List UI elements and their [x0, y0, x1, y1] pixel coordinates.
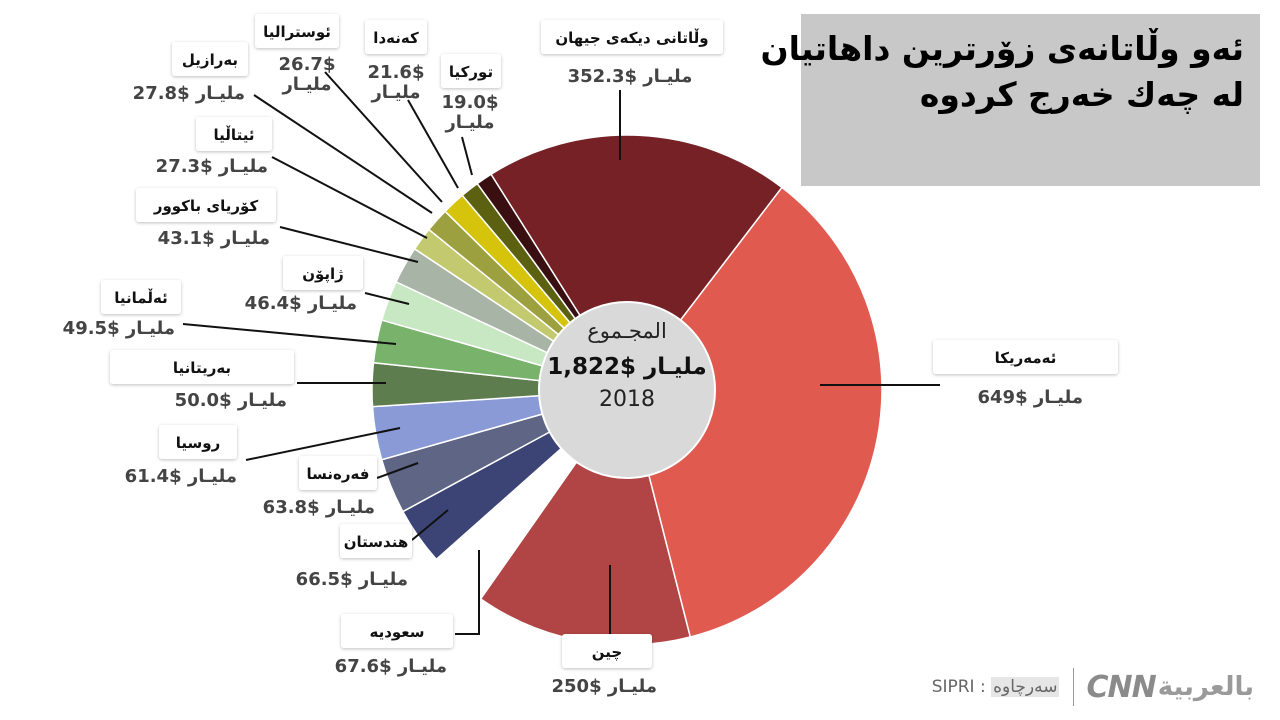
slice-name-10: ئيتاڵيا: [214, 125, 255, 144]
leader-line-7: [182, 323, 397, 345]
source-value: SIPRI :: [931, 677, 986, 697]
slice-name-7: ئەڵمانيا: [114, 288, 167, 307]
arabic-logo: بالعربية: [1157, 672, 1254, 702]
label-box-1: [562, 634, 652, 668]
label-box-8: [283, 256, 363, 290]
slice-value-1: 250$ مليـار: [552, 676, 658, 697]
center-year: 2018: [599, 387, 655, 412]
slice-value-2: 67.6$ مليـار: [335, 656, 447, 677]
slice-value-8: 46.4$ مليـار: [245, 293, 357, 314]
leader-line-5: [245, 427, 401, 461]
center-total: 1,822$ مليـار: [547, 354, 707, 380]
center-circle: [538, 301, 716, 479]
title-line-2: لە چەك خەرج كردوە: [919, 75, 1244, 114]
label-box-4: [299, 456, 377, 490]
label-box-7: [101, 280, 181, 314]
slice-name-4: فەرەنسا: [307, 465, 370, 483]
slice-value-6: 50.0$ مليـار: [175, 390, 287, 411]
footer-divider: [1073, 668, 1075, 706]
label-box-14: [441, 54, 501, 88]
slice-name-2: سعوديه: [369, 623, 424, 641]
slice-value-13: 21.6$ مليـار: [368, 62, 425, 103]
leader-line-8: [364, 292, 410, 305]
label-box-0: [933, 340, 1118, 374]
source-label: سەرچاوە: [991, 677, 1060, 697]
slice-name-1: چين: [592, 643, 622, 662]
pie-slice-15: [490, 134, 783, 392]
slice-name-5: روسيا: [176, 434, 220, 452]
slice-name-15: وڵاتانى ديكەى جيهان: [555, 28, 708, 47]
label-box-9: [136, 188, 276, 222]
label-box-12: [255, 14, 339, 48]
slice-name-9: كۆرياى باكوور: [153, 197, 259, 215]
slice-value-5: 61.4$ مليـار: [125, 466, 237, 487]
label-box-6: [110, 350, 294, 384]
footer: SIPRI : سەرچاوە CNN بالعربية: [932, 668, 1254, 706]
label-box-15: [541, 20, 723, 54]
label-box-3: [340, 524, 412, 558]
leader-line-14: [461, 136, 473, 176]
leader-line-3: [411, 509, 449, 541]
leader-line-13: [407, 99, 459, 189]
leader-line-12: [324, 71, 443, 203]
slice-value-0: 649$ مليـار: [978, 387, 1084, 408]
center-label: المجـموع: [587, 319, 667, 343]
slice-name-14: توركيا: [449, 63, 493, 81]
label-box-5: [159, 425, 237, 459]
slice-value-12: 26.7$ مليـار: [279, 54, 336, 95]
slice-name-12: ئوستراليا: [263, 23, 331, 41]
chart-title: ئەو وڵاتانەی زۆرترین داهاتیان لە چەك خەر…: [760, 14, 1260, 186]
slice-name-3: هندستان: [344, 533, 409, 551]
label-box-2: [341, 614, 453, 648]
slice-value-3: 66.5$ مليـار: [296, 569, 408, 590]
slice-value-4: 63.8$ مليـار: [263, 497, 375, 518]
slice-name-11: بەرازيل: [182, 51, 238, 69]
label-box-13: [365, 20, 427, 54]
slice-value-10: 27.3$ مليـار: [156, 156, 268, 177]
pie-slice-0: [626, 186, 883, 638]
slice-name-6: بەريتانيا: [173, 359, 231, 377]
slice-name-8: ژاپۆن: [302, 265, 344, 284]
leader-line-2: [455, 550, 480, 635]
title-line-1: ئەو وڵاتانەی زۆرترین داهاتیان: [760, 29, 1244, 68]
leader-line-9: [279, 226, 419, 263]
leader-line-4: [376, 462, 419, 479]
slice-labels: ئەمەريكا 649$ مليـار چين 250$ مليـار سعوديه 6…: [63, 14, 1118, 697]
label-box-10: [196, 117, 272, 151]
source-credit: SIPRI : سەرچاوە: [932, 677, 1060, 697]
slice-value-11: 27.8$ مليـار: [133, 83, 245, 104]
slice-value-7: 49.5$ مليـار: [63, 318, 175, 339]
slice-value-15: 352.3$ مليـار: [568, 66, 693, 87]
slice-value-14: 19.0$ مليـار: [442, 92, 499, 133]
slice-name-13: كەنەدا: [373, 29, 419, 47]
label-box-11: [172, 42, 248, 76]
leader-line-10: [271, 156, 428, 239]
leader-line-11: [253, 94, 433, 214]
slice-value-9: 43.1$ مليـار: [158, 228, 270, 249]
cnn-logo: CNN: [1086, 669, 1156, 705]
slice-name-0: ئەمەريكا: [995, 349, 1057, 367]
